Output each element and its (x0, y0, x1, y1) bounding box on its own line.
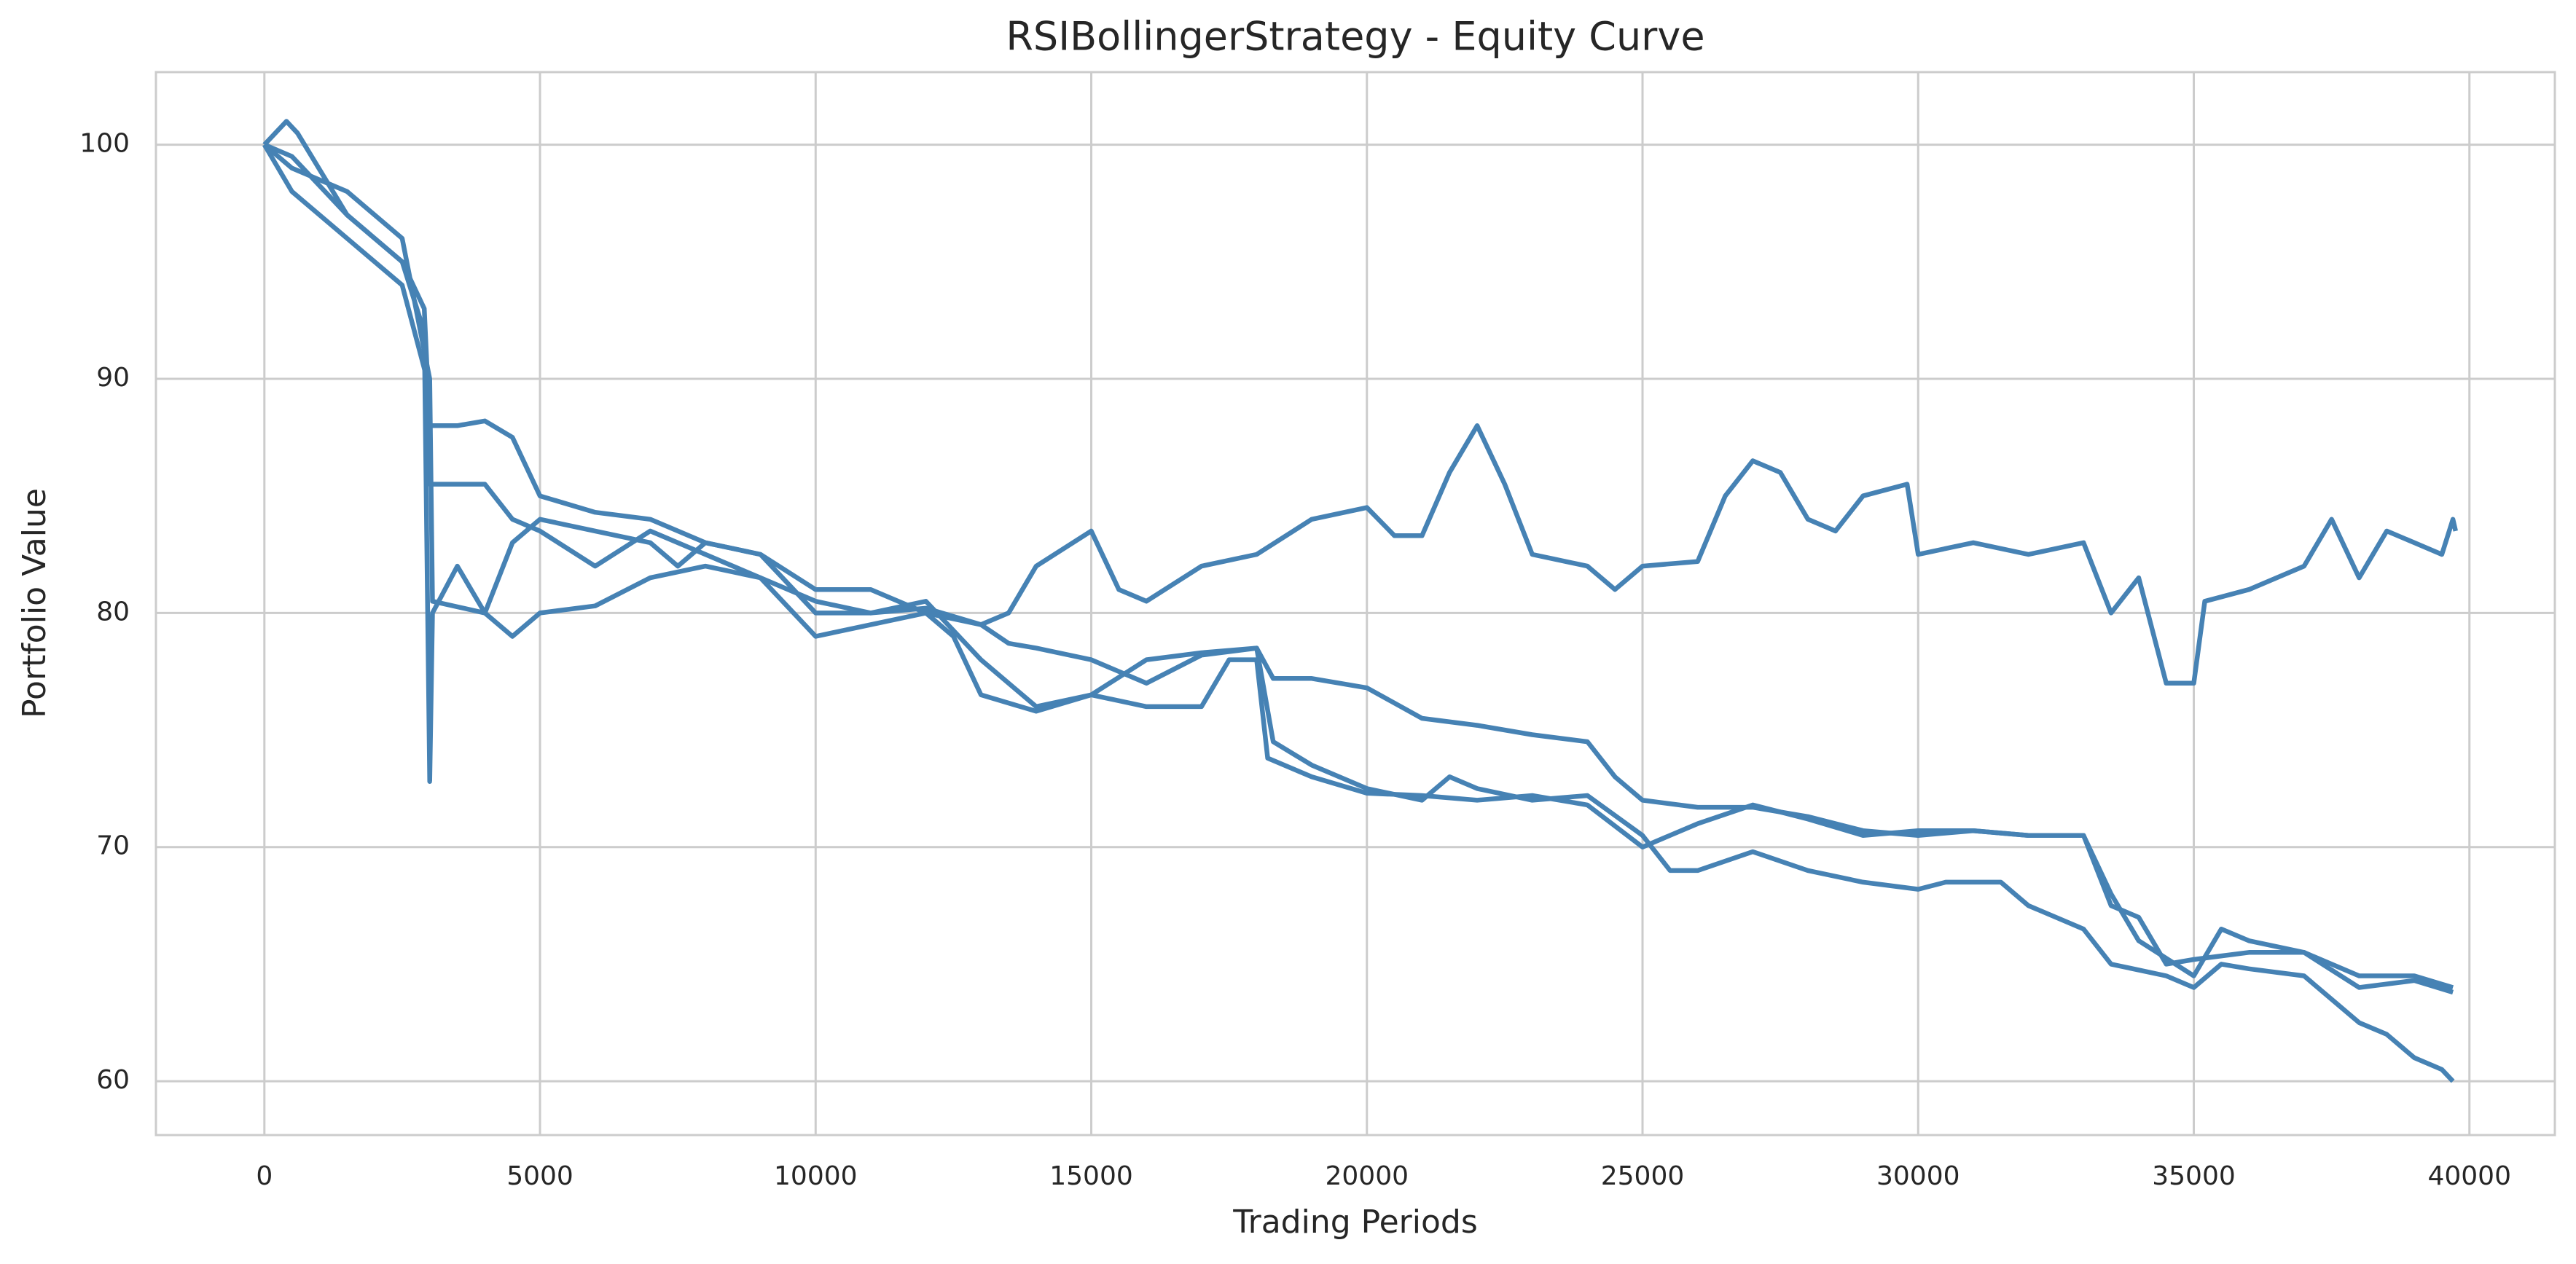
x-tick-label: 10000 (774, 1161, 858, 1191)
x-tick-label: 25000 (1601, 1161, 1685, 1191)
x-tick-label: 35000 (2152, 1161, 2236, 1191)
equity-line (262, 119, 2454, 995)
y-axis-label: Portfolio Value (16, 488, 53, 718)
y-tick-label: 90 (96, 363, 130, 393)
x-tick-label: 15000 (1049, 1161, 1133, 1191)
equity-line (262, 143, 2455, 1083)
x-axis-label: Trading Periods (1232, 1204, 1478, 1241)
x-tick-label: 30000 (1876, 1161, 1960, 1191)
x-tick-label: 5000 (506, 1161, 573, 1191)
y-tick-label: 60 (96, 1065, 130, 1095)
x-tick-label: 20000 (1326, 1161, 1409, 1191)
y-tick-label: 80 (96, 597, 130, 627)
x-tick-label: 40000 (2427, 1161, 2511, 1191)
y-tick-label: 100 (79, 129, 130, 159)
chart-title: RSIBollingerStrategy - Equity Curve (1006, 14, 1704, 60)
equity-line (262, 143, 2454, 990)
y-tick-label: 70 (96, 831, 130, 861)
plot-frame (154, 71, 2556, 1137)
equity-line (263, 142, 2458, 686)
x-tick-label: 0 (256, 1161, 273, 1191)
